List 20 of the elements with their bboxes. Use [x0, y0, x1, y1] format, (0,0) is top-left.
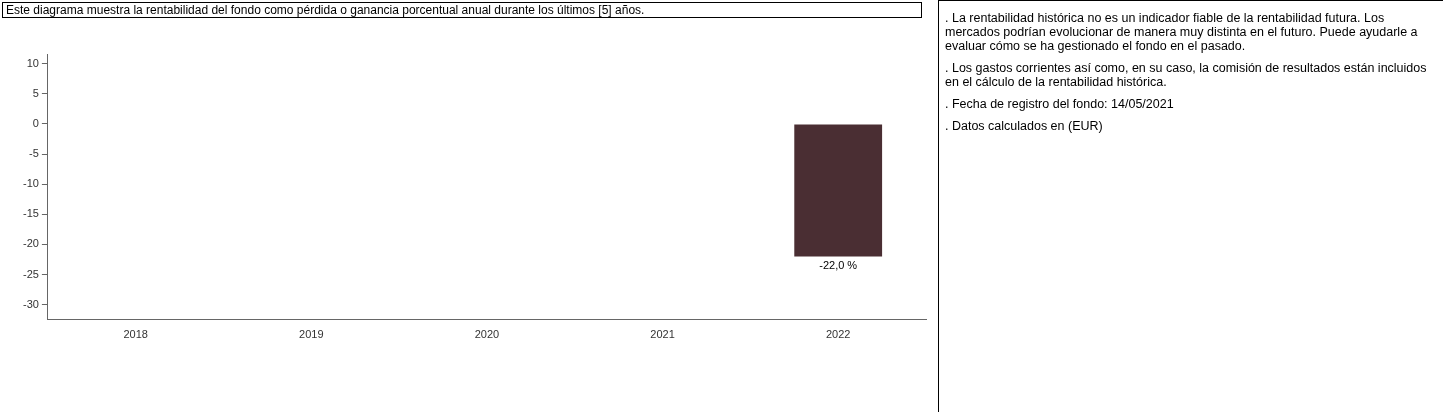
text: . Los gastos corrientes así como, en su caso, la comisión de resultados están incluidos en el cálculo de la rentabilidad histórica. [945, 61, 1428, 89]
y-tick-label: 0 [32, 116, 39, 129]
x-tick-label: 2022 [825, 328, 851, 341]
x-tick-label: 2020 [474, 328, 500, 341]
x-tick-label: 2021 [650, 328, 675, 341]
x-tick-label: 2018 [123, 328, 148, 341]
y-tick-label: -20 [22, 237, 39, 250]
text: . La rentabilidad histórica no es un indicador fiable de la rentabilidad futura. Los mercados podrían evolucionar de manera muy distinta en el futuro. Puede ayudarle a evaluar cómo se ha gestionado el fondo en el pasado. [945, 11, 1419, 53]
y-tick-label: -30 [22, 297, 39, 310]
data-label: -22,0 % [819, 259, 858, 272]
y-tick-label: -10 [22, 177, 39, 190]
text: . Fecha de registro del fondo: 14/05/2021 [945, 97, 1175, 111]
y-tick-label: -5 [29, 147, 39, 160]
chart-title: Este diagrama muestra la rentabilidad del fondo como pérdida o ganancia porcentual anual durante los últimos [5] años. [2, 2, 922, 18]
y-tick-label: -25 [22, 267, 39, 280]
x-tick-label: 2019 [299, 328, 324, 341]
y-tick-label: -15 [22, 207, 39, 220]
y-tick-label: 10 [26, 56, 39, 69]
text: . Datos calculados en (EUR) [945, 119, 1104, 133]
y-tick-label: 5 [32, 86, 39, 99]
